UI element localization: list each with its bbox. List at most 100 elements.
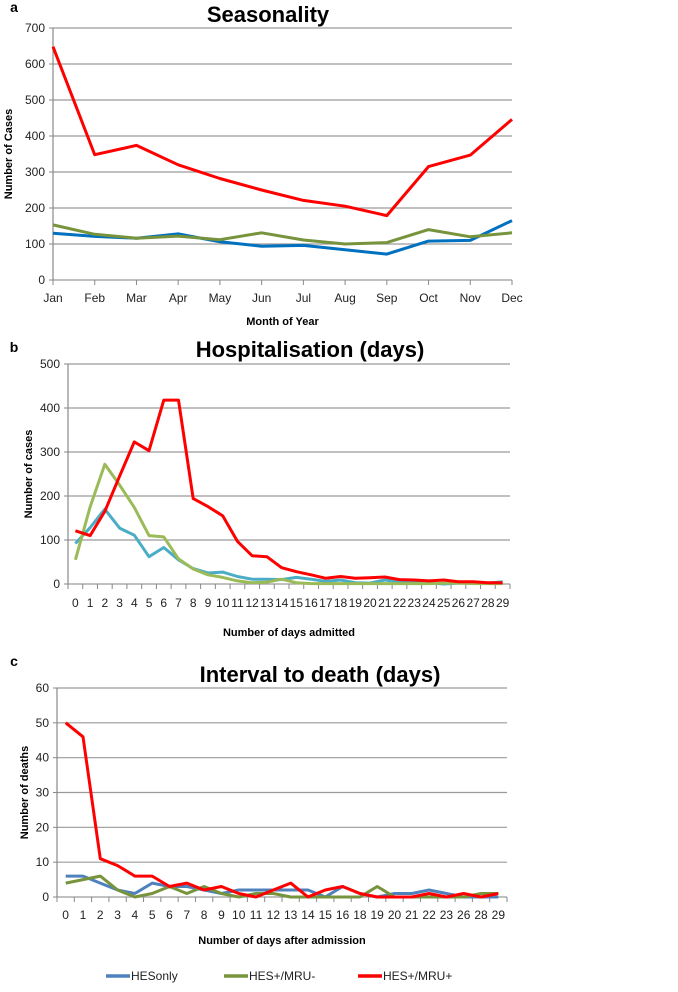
x-tick-label: Aug: [334, 291, 355, 305]
series-line-hesmru: [73, 462, 503, 586]
y-tick-label: 500: [25, 93, 45, 107]
x-tick-label: 8: [190, 596, 197, 610]
chart-title: Seasonality: [207, 2, 330, 27]
x-tick-label: Mar: [126, 291, 147, 305]
y-tick-label: 700: [25, 21, 45, 35]
y-tick-label: 300: [40, 445, 60, 459]
x-tick-label: 16: [304, 596, 318, 610]
x-tick-label: 6: [166, 908, 173, 922]
x-tick-label: 19: [371, 908, 385, 922]
y-tick-label: 10: [36, 855, 50, 869]
x-tick-label: 19: [349, 596, 363, 610]
x-tick-label: 26: [452, 596, 466, 610]
x-tick-label: Feb: [84, 291, 105, 305]
y-tick-label: 500: [40, 357, 60, 371]
panel-label: a: [10, 0, 18, 15]
x-tick-label: 1: [87, 596, 94, 610]
x-tick-label: 14: [275, 596, 289, 610]
x-tick-label: 5: [146, 596, 153, 610]
x-tick-label: 28: [474, 908, 488, 922]
y-tick-label: 400: [40, 401, 60, 415]
legend: HESonly HES+/MRU- HES+/MRU+: [106, 969, 452, 983]
series-line-hesmru: [52, 223, 513, 246]
x-tick-label: 10: [216, 596, 230, 610]
x-tick-label: 15: [290, 596, 304, 610]
x-tick-label: 26: [457, 908, 471, 922]
x-tick-label: 20: [388, 908, 402, 922]
x-tick-label: 11: [231, 596, 244, 610]
x-tick-label: 2: [101, 596, 108, 610]
x-tick-label: 3: [116, 596, 123, 610]
x-tick-label: 9: [205, 596, 212, 610]
y-tick-label: 200: [40, 489, 60, 503]
y-tick-label: 60: [36, 681, 50, 695]
series-line-hesmru: [74, 398, 503, 585]
x-tick-label: Oct: [419, 291, 438, 305]
x-tick-label: 0: [62, 908, 69, 922]
y-tick-label: 20: [36, 820, 50, 834]
x-tick-label: Sep: [376, 291, 398, 305]
x-tick-label: 1: [80, 908, 87, 922]
x-tick-label: 29: [496, 596, 510, 610]
chart-title: Interval to death (days): [200, 662, 441, 687]
y-tick-label: 40: [36, 751, 50, 765]
x-tick-label: 12: [245, 596, 259, 610]
x-tick-label: Jul: [296, 291, 311, 305]
series-line-hesmru: [65, 874, 499, 899]
x-tick-label: 2: [97, 908, 104, 922]
x-tick-label: 11: [250, 908, 263, 922]
x-tick-label: 24: [422, 596, 436, 610]
x-tick-label: Nov: [460, 291, 481, 305]
x-tick-label: Dec: [501, 291, 522, 305]
x-tick-label: 10: [232, 908, 246, 922]
x-tick-label: 25: [437, 596, 451, 610]
y-tick-label: 200: [25, 201, 45, 215]
x-axis-label: Month of Year: [246, 316, 319, 328]
series-line-hesonly: [65, 874, 499, 899]
y-tick-label: 0: [42, 890, 49, 904]
series-line-hesmru: [64, 721, 499, 899]
x-tick-label: 17: [319, 596, 333, 610]
x-tick-label: 6: [160, 596, 167, 610]
panel-label: b: [10, 339, 19, 355]
x-tick-label: 22: [422, 908, 436, 922]
y-axis-label: Number of Cases: [3, 109, 15, 199]
x-tick-label: 0: [72, 596, 79, 610]
x-tick-label: 12: [267, 908, 281, 922]
x-tick-label: May: [209, 291, 232, 305]
x-axis-label: Number of days after admission: [198, 935, 366, 947]
y-tick-label: 100: [25, 237, 45, 251]
x-axis-label: Number of days admitted: [223, 627, 355, 639]
x-tick-label: 5: [149, 908, 156, 922]
x-tick-label: 9: [218, 908, 225, 922]
series-line-hesmru: [51, 46, 513, 218]
x-tick-label: 23: [408, 596, 422, 610]
x-tick-label: 4: [131, 596, 138, 610]
x-tick-label: Jan: [43, 291, 62, 305]
x-tick-label: 22: [393, 596, 407, 610]
x-tick-label: 29: [492, 908, 506, 922]
y-axis-label: Number of cases: [23, 430, 35, 519]
y-tick-label: 50: [36, 716, 50, 730]
x-tick-label: 7: [183, 908, 190, 922]
x-tick-label: 16: [336, 908, 350, 922]
y-tick-label: 400: [25, 129, 45, 143]
y-tick-label: 30: [36, 786, 50, 800]
panel-label: c: [10, 653, 18, 669]
y-tick-label: 0: [38, 273, 45, 287]
legend-label: HESonly: [131, 969, 178, 983]
x-tick-label: 13: [260, 596, 274, 610]
x-tick-label: Jun: [252, 291, 271, 305]
x-tick-label: 7: [175, 596, 182, 610]
y-tick-label: 300: [25, 165, 45, 179]
y-tick-label: 600: [25, 57, 45, 71]
legend-label: HES+/MRU-: [249, 969, 315, 983]
legend-label: HES+/MRU+: [383, 969, 452, 983]
x-tick-label: 8: [201, 908, 208, 922]
y-axis-label: Number of deaths: [19, 746, 31, 840]
x-tick-label: 15: [319, 908, 333, 922]
x-tick-label: 3: [114, 908, 121, 922]
